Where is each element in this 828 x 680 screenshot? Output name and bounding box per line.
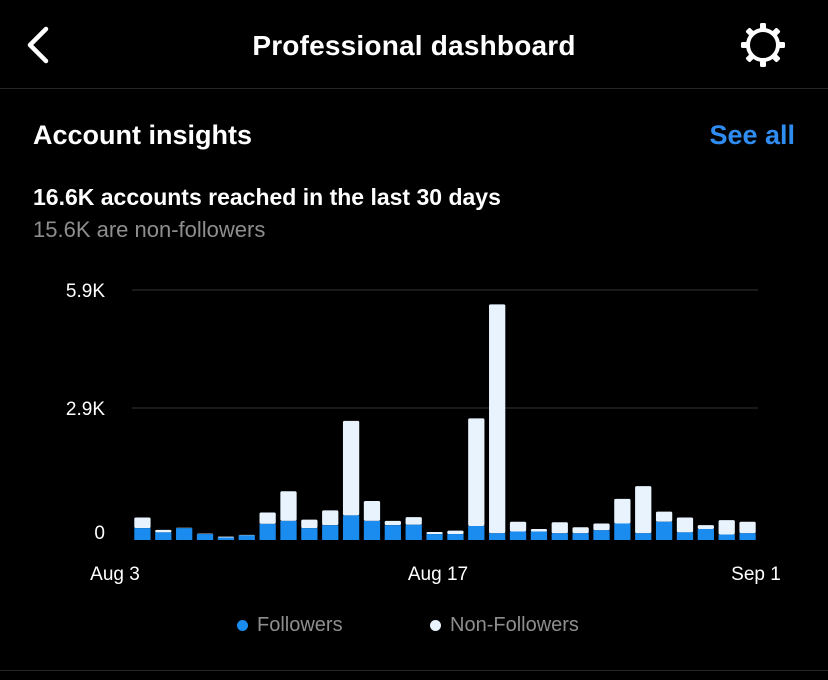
bar-followers: [697, 528, 714, 540]
bar-followers: [530, 531, 548, 540]
bar-non-followers: [363, 501, 381, 521]
bar-non-followers: [155, 529, 172, 533]
bar-followers: [363, 520, 381, 540]
bar-non-followers: [697, 525, 714, 529]
bar-followers: [217, 537, 235, 540]
bar-non-followers: [426, 531, 443, 535]
non-followers-dot: [430, 620, 441, 631]
bar-non-followers: [593, 523, 610, 531]
bar-non-followers: [447, 530, 464, 535]
bar-non-followers: [614, 498, 631, 524]
bar-followers: [739, 533, 756, 540]
chevron-left-icon[interactable]: [20, 22, 60, 68]
bar-followers: [614, 523, 631, 540]
bar-followers: [301, 528, 318, 540]
bar-non-followers: [572, 527, 589, 534]
y-tick-label: 0: [94, 523, 105, 544]
bar-followers: [238, 535, 255, 540]
bar-non-followers: [718, 520, 735, 535]
x-tick-label: Aug 17: [408, 564, 468, 585]
see-all-link[interactable]: See all: [709, 120, 795, 150]
bar-non-followers: [405, 517, 422, 525]
bar-non-followers: [739, 521, 756, 534]
bar-non-followers: [384, 520, 401, 526]
bar-non-followers: [655, 511, 673, 522]
bar-followers: [718, 534, 735, 540]
page-title: Professional dashboard: [252, 30, 576, 61]
bar-followers: [572, 533, 589, 540]
gear-icon[interactable]: [738, 20, 788, 70]
legend-non-followers: Non-Followers: [430, 614, 579, 637]
section-title: Account insights: [33, 120, 253, 150]
bar-followers: [426, 534, 443, 540]
legend-followers: Followers: [237, 614, 343, 637]
bar-followers: [384, 525, 401, 540]
reach-bar-chart: 5.9K 2.9K 0 Aug 3 Aug 17 Sep 1: [66, 281, 781, 585]
bar-non-followers: [259, 512, 276, 524]
legend-non-followers-label: Non-Followers: [450, 614, 579, 636]
bar-followers: [280, 520, 297, 540]
bar-non-followers: [509, 521, 527, 532]
bar-followers: [259, 523, 276, 540]
chart-legend: Followers Non-Followers: [0, 614, 828, 644]
accounts-reached-text: 16.6K accounts reached in the last 30 da…: [33, 184, 501, 210]
x-tick-label: Aug 3: [90, 564, 140, 585]
bar-followers: [635, 533, 652, 540]
top-bar: Professional dashboard: [0, 0, 828, 89]
y-tick-label: 5.9K: [66, 281, 105, 302]
bar-followers: [196, 534, 214, 540]
bar-non-followers: [468, 418, 485, 527]
bar-followers: [322, 525, 339, 540]
bar-non-followers: [134, 517, 151, 529]
bar-followers: [342, 515, 360, 540]
divider: [0, 670, 828, 671]
bar-followers: [655, 521, 673, 540]
bar-followers: [134, 528, 151, 540]
bar-followers: [155, 532, 172, 540]
bar-non-followers: [322, 510, 339, 526]
bar-non-followers: [342, 420, 360, 516]
bar-followers: [509, 531, 527, 540]
bar-followers: [468, 526, 485, 540]
x-tick-label: Sep 1: [731, 564, 781, 585]
followers-dot: [237, 620, 248, 631]
bar-non-followers: [301, 519, 318, 529]
bar-non-followers: [489, 304, 506, 534]
bar-followers: [405, 524, 422, 540]
legend-followers-label: Followers: [257, 614, 343, 636]
y-tick-label: 2.9K: [66, 399, 105, 420]
bar-non-followers: [635, 486, 652, 534]
bar-followers: [551, 533, 568, 540]
bar-followers: [447, 534, 464, 540]
bar-followers: [489, 533, 506, 540]
bar-non-followers: [280, 491, 297, 521]
bar-non-followers: [551, 522, 568, 534]
bar-followers: [176, 528, 193, 540]
non-followers-text: 15.6K are non-followers: [33, 217, 266, 242]
bar-non-followers: [217, 536, 235, 538]
bar-non-followers: [530, 528, 548, 532]
bar-followers: [593, 530, 610, 540]
bar-followers: [676, 532, 694, 540]
bar-non-followers: [676, 517, 694, 533]
